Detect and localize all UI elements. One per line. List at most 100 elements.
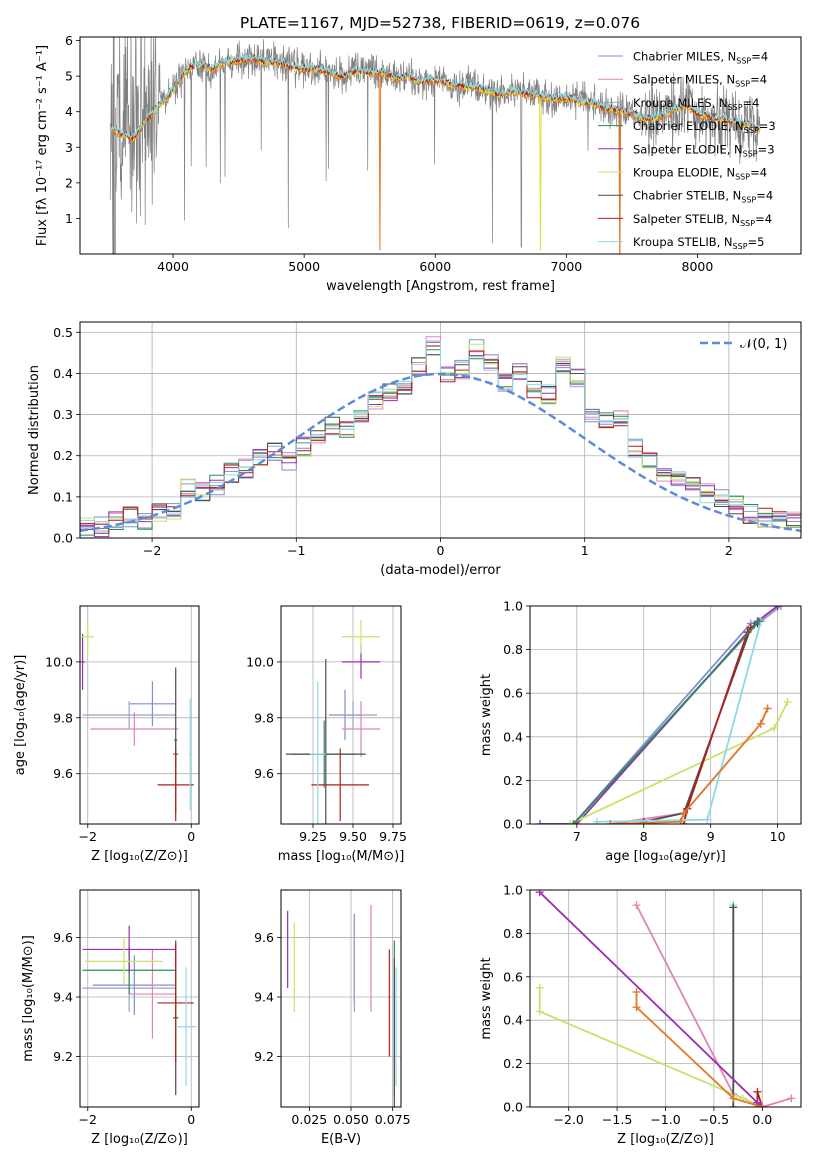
y-tick-label: 0.0 xyxy=(503,817,523,832)
x-tick-label: −1.5 xyxy=(602,1112,632,1127)
x-tick-label: −2 xyxy=(79,1112,97,1127)
y-tick-label: 9.6 xyxy=(254,766,274,781)
cumulative-series-8 xyxy=(572,620,760,824)
legend-text-tail: =4 xyxy=(756,189,773,203)
cumulative-mass-vs-metallicity-panel: −2.0 −1.5 −1.0 −0.5 0.0 0.0 0.2 0.4 0.6 0.8 1.0 Z [… xyxy=(479,883,802,1147)
plot-frame xyxy=(79,889,200,1108)
y-tick-label: 9.4 xyxy=(254,990,274,1005)
legend-text: Salpeter MILES, N xyxy=(633,73,735,87)
legend-label: Chabrier ELODIE, NSSP=3 xyxy=(633,119,776,135)
x-axis-label: Z [log₁₀(Z/Z⊙)] xyxy=(617,1132,714,1147)
x-axis-label: mass [log₁₀(M/M⊙)] xyxy=(278,849,405,864)
legend-text-tail: =4 xyxy=(755,212,772,226)
y-axis-label: age [log₁₀(age/yr)] xyxy=(13,655,28,776)
residual-histogram-panel: −2 −1 0 1 2 0.0 0.1 0.2 0.3 0.4 0.5 (data-model)/er… xyxy=(27,321,802,578)
legend-text: Chabrier STELIB, N xyxy=(633,189,741,203)
y-tick-label: 1 xyxy=(65,211,73,226)
cumulative-series-orange xyxy=(610,708,769,824)
x-axis-label: Z [log₁₀(Z/Z⊙)] xyxy=(91,1132,188,1147)
spectrum-panel: 4000 5000 6000 7000 8000 1 2 3 4 5 6 wavelength [An… xyxy=(35,33,802,294)
y-tick-label: 0.2 xyxy=(503,773,523,788)
y-axis-label: Flux [fλ 10⁻¹⁷ erg cm⁻² s⁻¹ A⁻¹] xyxy=(35,45,50,246)
legend-text-tail: =4 xyxy=(750,166,767,180)
y-tick-label: 6 xyxy=(65,33,73,48)
y-axis-label: Normed distribution xyxy=(27,365,42,495)
legend-subscript: SSP xyxy=(743,149,758,158)
cumulative-series-5 xyxy=(539,891,763,1107)
y-tick-label: 0.8 xyxy=(503,642,523,657)
x-tick-label: 4000 xyxy=(157,259,189,274)
legend-text: Salpeter STELIB, N xyxy=(633,212,740,226)
legend-label: Chabrier STELIB, NSSP=4 xyxy=(633,189,773,205)
x-tick-label: 0 xyxy=(187,829,195,844)
y-tick-label: 0.4 xyxy=(503,1013,523,1028)
y-tick-label: 9.6 xyxy=(254,930,274,945)
y-tick-label: 0.4 xyxy=(53,366,73,381)
legend-text-tail: =5 xyxy=(748,235,765,249)
legend-text-tail: =3 xyxy=(758,142,775,156)
plot-frame xyxy=(529,889,802,1108)
y-tick-label: 0.8 xyxy=(503,926,523,941)
x-tick-label: 8000 xyxy=(682,259,714,274)
legend-text: Kroupa ELODIE, N xyxy=(633,166,735,180)
figure-title: PLATE=1167, MJD=52738, FIBERID=0619, z=0… xyxy=(240,14,640,32)
x-tick-label: −1 xyxy=(287,543,305,558)
x-tick-label: 1 xyxy=(581,543,589,558)
x-tick-label: 9 xyxy=(707,829,715,844)
cumulative-series-7 xyxy=(596,621,762,823)
y-tick-label: 9.6 xyxy=(53,766,73,781)
cumulative-series-orange xyxy=(635,992,763,1107)
y-tick-label: 9.8 xyxy=(254,710,274,725)
x-tick-label: 0.025 xyxy=(291,1112,327,1127)
y-tick-label: 9.4 xyxy=(53,990,73,1005)
plot-frame xyxy=(280,605,402,825)
y-tick-label: 1.0 xyxy=(503,599,523,614)
legend-label: Kroupa ELODIE, NSSP=4 xyxy=(633,166,767,182)
x-tick-label: 6000 xyxy=(419,259,451,274)
y-tick-label: 0.3 xyxy=(53,407,73,422)
y-axis-label: mass [log₁₀(M/M⊙)] xyxy=(21,935,36,1062)
legend-subscript: SSP xyxy=(735,173,750,182)
x-tick-label: 0 xyxy=(187,1112,195,1127)
plot-frame xyxy=(79,605,200,825)
mass-vs-ebv-panel: 0.025 0.050 0.075 9.2 9.4 9.6 E(B-V) xyxy=(254,889,411,1147)
histogram-series-8 xyxy=(80,340,801,529)
y-tick-label: 1.0 xyxy=(503,883,523,898)
x-tick-label: 0.0 xyxy=(752,1112,772,1127)
x-tick-label: −2 xyxy=(143,543,161,558)
y-tick-label: 0.0 xyxy=(503,1100,523,1115)
legend-text: Kroupa STELIB, N xyxy=(633,235,733,249)
y-tick-label: 9.2 xyxy=(53,1049,73,1064)
age-vs-mass-panel: 9.25 9.50 9.75 9.6 9.8 10.0 mass [log₁₀(M/M⊙)] xyxy=(246,605,407,864)
legend-label: 𝒩(0, 1) xyxy=(740,337,787,352)
y-axis-label: mass weight xyxy=(479,957,494,1039)
y-tick-label: 0.1 xyxy=(53,489,73,504)
legend-subscript: SSP xyxy=(735,80,750,89)
mass-vs-metallicity-panel: −2 0 9.2 9.4 9.6 Z [log₁₀(Z/Z⊙)] mass [log₁₀(M… xyxy=(21,889,200,1147)
x-tick-label: −0.5 xyxy=(699,1112,729,1127)
y-tick-label: 9.8 xyxy=(53,710,73,725)
y-tick-label: 10.0 xyxy=(246,654,274,669)
legend-label: Salpeter ELODIE, NSSP=3 xyxy=(633,142,775,158)
legend-label: Kroupa STELIB, NSSP=5 xyxy=(633,235,764,251)
y-tick-label: 3 xyxy=(65,140,73,155)
legend-label: Kroupa MILES, NSSP=4 xyxy=(633,96,759,112)
plot-frame xyxy=(79,321,802,539)
y-tick-label: 5 xyxy=(65,69,73,84)
legend-text-tail: =3 xyxy=(759,119,776,133)
plot-frame xyxy=(79,36,802,255)
spectrum-lines xyxy=(109,37,761,254)
normal-curve xyxy=(80,372,801,533)
legend-subscript: SSP xyxy=(740,219,755,228)
error-bars xyxy=(80,619,194,822)
age-vs-metallicity-panel: −2 0 9.6 9.8 10.0 Z [log₁₀(Z/Z⊙)] age [log₁₀(a… xyxy=(13,605,200,864)
cumulative-mass-vs-age-panel: 7 8 9 10 0.0 0.2 0.4 0.6 0.8 1.0 age [log₁₀(age/yr… xyxy=(479,599,802,864)
legend-text-tail: =4 xyxy=(750,73,767,87)
y-tick-label: 0.6 xyxy=(503,686,523,701)
x-tick-label: 10 xyxy=(770,829,786,844)
legend-label: Salpeter MILES, NSSP=4 xyxy=(633,73,767,89)
x-axis-label: (data-model)/error xyxy=(380,563,501,578)
x-tick-label: 2 xyxy=(725,543,733,558)
x-tick-label: 9.25 xyxy=(299,829,327,844)
